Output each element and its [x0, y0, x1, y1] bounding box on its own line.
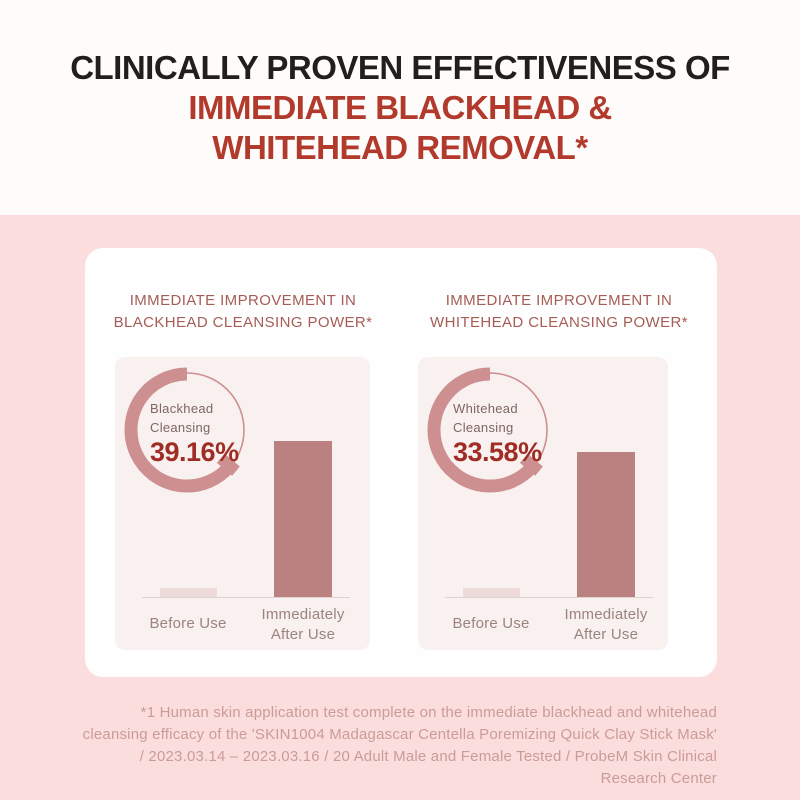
donut-label-line1: Blackhead — [150, 401, 214, 416]
blackhead-column: IMMEDIATE IMPROVEMENT IN BLACKHEAD CLEAN… — [85, 248, 401, 677]
donut-center-text: Whitehead Cleansing 33.58% — [453, 399, 542, 467]
bar-chart-baseline — [445, 597, 653, 598]
blackhead-chart-panel: Blackhead Cleansing 39.16% Before Use Im… — [115, 357, 370, 650]
donut-progress-arc — [124, 367, 235, 493]
bar-chart-baseline — [142, 597, 350, 598]
footnote-line1: *1 Human skin application test complete … — [140, 704, 717, 721]
after-use-label-line1: Immediately — [261, 606, 345, 623]
donut-arc-endcap — [216, 453, 240, 476]
donut-label-line2: Cleansing — [453, 420, 514, 435]
donut-ring-icon — [427, 367, 548, 493]
after-use-label: Immediately After Use — [238, 605, 368, 645]
donut-ring-icon — [124, 367, 245, 493]
donut-label-line2: Cleansing — [150, 420, 211, 435]
donut-value: 39.16% — [150, 437, 239, 467]
headline-line1: CLINICALLY PROVEN EFFECTIVENESS OF — [70, 49, 730, 86]
after-use-bar — [577, 452, 635, 597]
after-use-bar — [274, 441, 332, 597]
footnote-line4: Research Center — [600, 770, 717, 787]
whitehead-chart-title-line1: IMMEDIATE IMPROVEMENT IN — [445, 292, 673, 309]
before-use-label: Before Use — [149, 615, 227, 632]
clinical-test-footnote: *1 Human skin application test complete … — [83, 702, 717, 790]
blackhead-chart-title: IMMEDIATE IMPROVEMENT IN BLACKHEAD CLEAN… — [85, 290, 401, 334]
header-section: CLINICALLY PROVEN EFFECTIVENESS OF IMMED… — [0, 0, 800, 215]
blackhead-chart-title-line1: IMMEDIATE IMPROVEMENT IN — [129, 292, 357, 309]
donut-progress-arc — [427, 367, 538, 493]
after-use-label-line1: Immediately — [564, 606, 648, 623]
results-section: IMMEDIATE IMPROVEMENT IN BLACKHEAD CLEAN… — [0, 215, 800, 800]
whitehead-chart-panel: Whitehead Cleansing 33.58% Before Use Im… — [418, 357, 668, 650]
headline-line3: WHITEHEAD REMOVAL* — [212, 129, 588, 166]
headline-line2: IMMEDIATE BLACKHEAD & — [188, 89, 612, 126]
before-use-bar — [160, 588, 217, 597]
footnote-line3: / 2023.03.14 – 2023.03.16 / 20 Adult Mal… — [139, 748, 717, 765]
after-use-label-line2: After Use — [573, 626, 639, 643]
footnote-line2: cleansing efficacy of the 'SKIN1004 Mada… — [82, 726, 717, 743]
whitehead-chart-title: IMMEDIATE IMPROVEMENT IN WHITEHEAD CLEAN… — [401, 290, 717, 334]
after-use-label-line2: After Use — [270, 626, 336, 643]
results-card: IMMEDIATE IMPROVEMENT IN BLACKHEAD CLEAN… — [85, 248, 717, 677]
donut-arc-endcap — [519, 453, 543, 476]
before-use-bar — [463, 588, 520, 597]
before-use-label: Before Use — [452, 615, 530, 632]
whitehead-column: IMMEDIATE IMPROVEMENT IN WHITEHEAD CLEAN… — [401, 248, 717, 677]
whitehead-chart-title-line2: WHITEHEAD CLEANSING POWER* — [430, 314, 688, 331]
blackhead-chart-title-line2: BLACKHEAD CLEANSING POWER* — [113, 314, 373, 331]
donut-value: 33.58% — [453, 437, 542, 467]
donut-label-line1: Whitehead — [453, 401, 518, 416]
after-use-label: Immediately After Use — [541, 605, 671, 645]
donut-center-text: Blackhead Cleansing 39.16% — [150, 399, 239, 467]
